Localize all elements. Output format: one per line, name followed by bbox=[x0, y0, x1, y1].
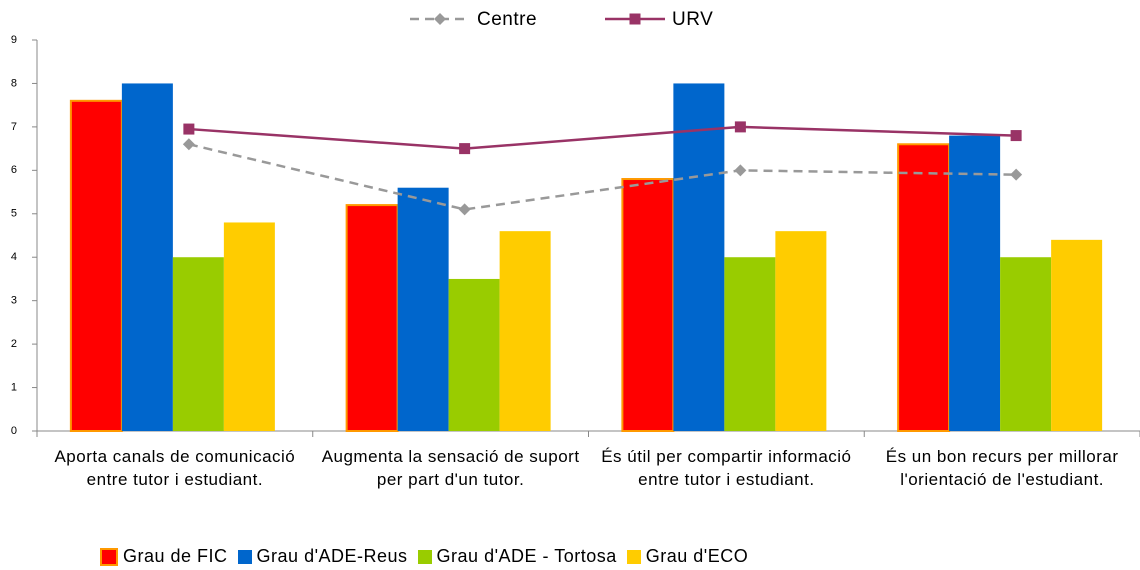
legend-swatch bbox=[237, 549, 252, 564]
legend-label: Grau d'ADE - Tortosa bbox=[436, 546, 617, 566]
bar bbox=[172, 257, 224, 431]
legend-item: Grau d'ECO bbox=[626, 546, 749, 567]
x-tick-label: És útil per compartir informació entre t… bbox=[601, 447, 852, 489]
legend-label: URV bbox=[672, 9, 713, 30]
bar bbox=[499, 231, 551, 431]
legend-label: Grau d'ECO bbox=[645, 546, 749, 566]
y-tick-label: 9 bbox=[11, 34, 17, 46]
legend-label: Grau d'ADE-Reus bbox=[256, 546, 408, 566]
legend-swatch bbox=[626, 549, 641, 564]
legend-item: Grau de FIC bbox=[100, 546, 228, 567]
bar bbox=[69, 99, 123, 432]
y-tick-label: 4 bbox=[11, 251, 17, 263]
line-marker bbox=[1010, 130, 1022, 142]
y-tick-label: 8 bbox=[11, 77, 17, 89]
line bbox=[188, 125, 1017, 150]
y-tick-label: 3 bbox=[11, 295, 17, 307]
y-tick-label: 6 bbox=[11, 164, 17, 176]
legend-swatch bbox=[417, 549, 432, 564]
line-marker bbox=[1010, 168, 1023, 181]
bar bbox=[448, 278, 500, 431]
line-marker bbox=[182, 138, 195, 151]
legend-label: Grau de FIC bbox=[123, 546, 228, 566]
legend-swatch bbox=[100, 547, 118, 566]
x-tick-label: Augmenta la sensació de suport per part … bbox=[321, 447, 580, 489]
y-tick-label: 1 bbox=[11, 381, 17, 393]
bar bbox=[345, 204, 399, 432]
legend-item: Grau d'ADE - Tortosa bbox=[417, 546, 617, 567]
bar bbox=[223, 222, 275, 431]
bar bbox=[949, 135, 1001, 432]
line-marker bbox=[183, 123, 195, 135]
y-tick-label: 7 bbox=[11, 121, 17, 133]
legend-marker bbox=[629, 13, 641, 25]
line bbox=[188, 143, 1017, 211]
line-marker bbox=[734, 121, 746, 133]
legend-label: Centre bbox=[477, 9, 537, 30]
legend-item: Grau d'ADE-Reus bbox=[237, 546, 408, 567]
bar bbox=[724, 257, 776, 431]
y-tick-label: 0 bbox=[11, 425, 17, 437]
bar bbox=[673, 83, 725, 431]
y-tick-label: 2 bbox=[11, 338, 17, 350]
bar bbox=[1051, 239, 1103, 431]
bar bbox=[397, 187, 449, 431]
line-marker bbox=[458, 203, 471, 216]
line-marker bbox=[734, 164, 747, 177]
y-tick-label: 5 bbox=[11, 208, 17, 220]
legend-marker bbox=[434, 13, 446, 25]
bar bbox=[775, 231, 827, 431]
bar bbox=[121, 83, 173, 431]
line-marker bbox=[459, 143, 471, 155]
x-tick-label: Aporta canals de comunicació entre tutor… bbox=[54, 447, 296, 489]
bar bbox=[1000, 257, 1052, 431]
bar bbox=[621, 178, 675, 432]
bar bbox=[897, 143, 951, 432]
legend: Grau de FIC Grau d'ADE-Reus Grau d'ADE - T… bbox=[100, 546, 1120, 567]
x-tick-label: És un bon recurs per millorar l'orientac… bbox=[885, 447, 1119, 489]
